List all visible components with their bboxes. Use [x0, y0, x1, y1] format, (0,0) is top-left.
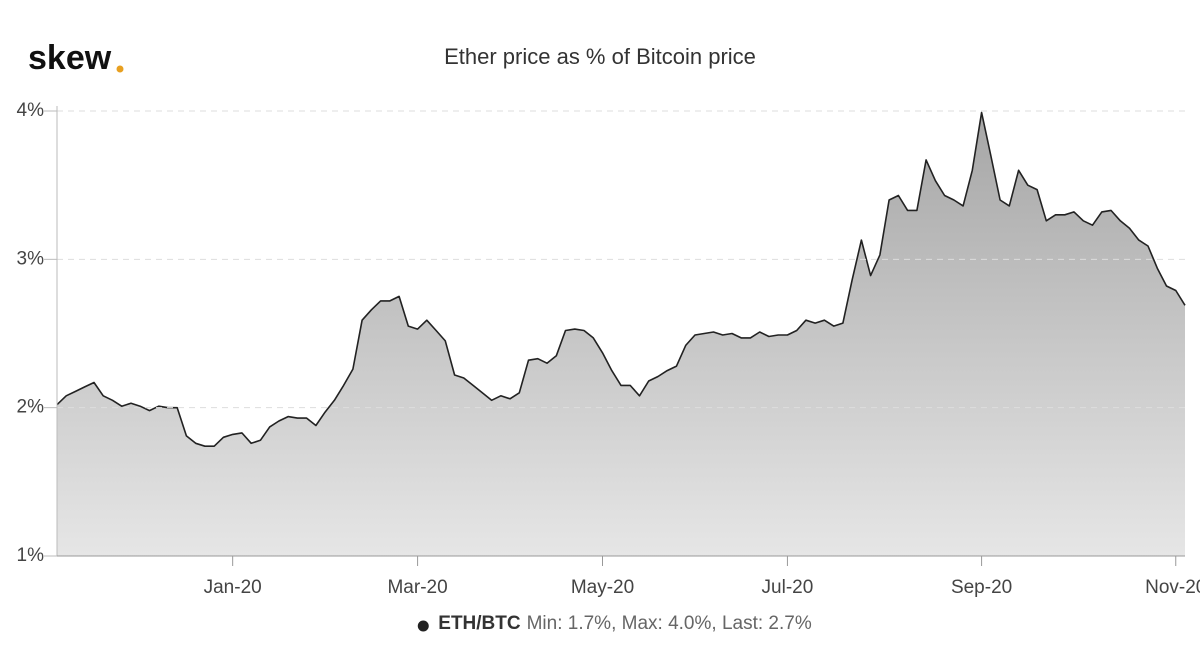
legend-marker [417, 620, 429, 632]
legend-summary: Min: 1.7%, Max: 4.0%, Last: 2.7% [527, 613, 812, 634]
logo: skew [28, 39, 112, 77]
logo-dot [116, 65, 124, 73]
x-tick-label: Mar-20 [387, 577, 447, 598]
y-tick-label: 2% [17, 397, 45, 418]
x-tick-label: Sep-20 [951, 577, 1012, 598]
legend-label: ETH/BTC [438, 613, 521, 634]
area [57, 112, 1185, 556]
x-tick-label: May-20 [571, 577, 634, 598]
chart-title: Ether price as % of Bitcoin price [444, 44, 756, 69]
x-tick-label: Jul-20 [762, 577, 814, 598]
x-tick-label: Jan-20 [204, 577, 262, 598]
y-tick-label: 1% [17, 545, 45, 566]
line [56, 111, 1186, 447]
y-tick-label: 4% [17, 100, 45, 121]
x-tick-label: Nov-20 [1145, 577, 1200, 598]
y-tick-label: 3% [17, 248, 45, 269]
